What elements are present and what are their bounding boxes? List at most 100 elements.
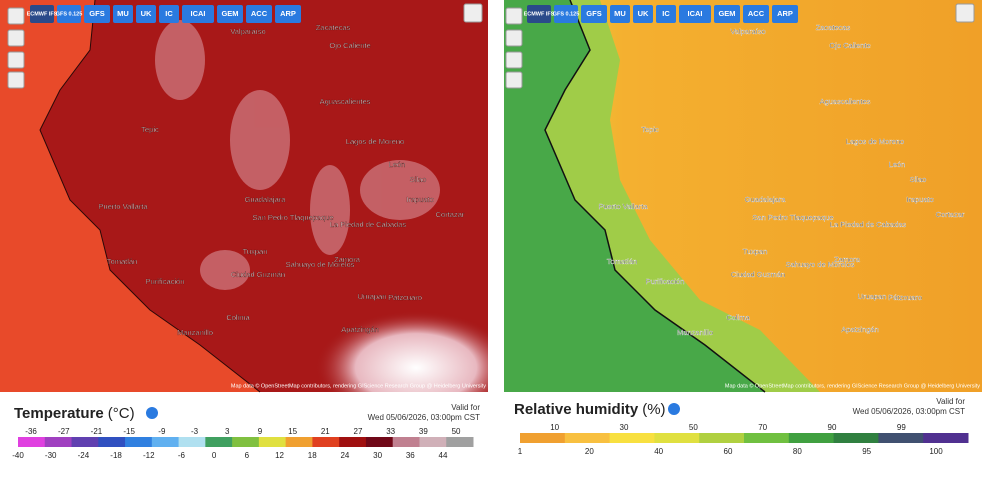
city-label: Irapuato — [406, 195, 434, 204]
city-label: Pátzcuaro — [388, 293, 422, 302]
scale-swatch — [18, 437, 46, 447]
model-button[interactable] — [527, 5, 551, 23]
city-label: Silao — [910, 175, 927, 184]
scale-swatch — [878, 433, 924, 443]
city-label: León — [889, 160, 906, 169]
scale-label-bottom: 30 — [373, 451, 382, 460]
model-button[interactable] — [610, 5, 630, 23]
model-button[interactable] — [182, 5, 214, 23]
model-label: GEM — [221, 9, 238, 18]
info-icon[interactable] — [668, 403, 680, 415]
scale-label-bottom: 1 — [518, 447, 523, 456]
scale-swatch — [788, 433, 835, 443]
model-button[interactable] — [113, 5, 133, 23]
divider — [488, 0, 504, 392]
model-button[interactable] — [656, 5, 676, 23]
model-button[interactable] — [633, 5, 653, 23]
valid-time: Wed 05/06/2026, 03:00pm CST — [853, 407, 965, 416]
scale-label-top: 15 — [288, 427, 297, 436]
city-label: Purificación — [146, 277, 185, 286]
model-button[interactable] — [217, 5, 243, 23]
scale-label-bottom: -18 — [110, 451, 122, 460]
map-tool[interactable] — [505, 7, 523, 25]
city-label: Zacatecas — [316, 23, 351, 32]
info-icon[interactable] — [146, 407, 158, 419]
model-button[interactable] — [246, 5, 272, 23]
scale-label-top: -21 — [91, 427, 103, 436]
map-tool[interactable] — [7, 29, 25, 47]
model-label: IC — [165, 9, 173, 18]
model-button[interactable] — [581, 5, 607, 23]
scale-swatch — [520, 433, 566, 443]
model-button[interactable] — [679, 5, 711, 23]
city-label: Tepic — [141, 125, 159, 134]
model-button[interactable] — [772, 5, 798, 23]
city-label: Sahuayo de Morelos — [786, 260, 855, 269]
city-label: La Piedad de Cabadas — [330, 220, 407, 229]
title: Relative humidity — [514, 401, 639, 418]
scale-label-bottom: -24 — [78, 451, 90, 460]
scale-label-top: -9 — [158, 427, 166, 436]
model-label: IC — [662, 9, 670, 18]
ocean — [0, 0, 260, 392]
scale-label-top: 27 — [354, 427, 363, 436]
scale-label-bottom: 6 — [245, 451, 250, 460]
model-label: GFS — [586, 9, 601, 18]
legend-title: Relative humidity (%) — [514, 401, 666, 418]
coastline — [544, 0, 766, 393]
model-button[interactable] — [30, 5, 54, 23]
city-label: Tuxpan — [243, 247, 268, 256]
city-label: Ojo Caliente — [829, 41, 870, 50]
scale-swatch — [151, 437, 180, 447]
model-button[interactable] — [743, 5, 769, 23]
scale-label-bottom: -12 — [143, 451, 155, 460]
city-label: Puerto Vallarta — [598, 202, 648, 211]
scale-label-top: 33 — [386, 427, 395, 436]
model-button[interactable] — [554, 5, 578, 23]
city-label: Ciudad Guzmán — [731, 270, 785, 279]
map-tool[interactable] — [505, 29, 523, 47]
model-label: ACC — [748, 9, 765, 18]
scale-label-bottom: -40 — [12, 451, 24, 460]
scale-swatch — [654, 433, 700, 443]
share-button[interactable] — [463, 3, 483, 23]
model-button[interactable] — [714, 5, 740, 23]
model-button[interactable] — [275, 5, 301, 23]
city-label: Pátzcuaro — [888, 293, 922, 302]
city-label: León — [389, 160, 406, 169]
map-tool[interactable] — [505, 51, 523, 69]
model-label: GEM — [718, 9, 735, 18]
model-label: ICAI — [688, 9, 703, 18]
city-label: San Pedro Tlaquepaque — [252, 213, 333, 222]
city-label: Lagos de Moreno — [846, 137, 904, 146]
scale-label-bottom: 36 — [406, 451, 415, 460]
map-tool[interactable] — [7, 51, 25, 69]
scale-swatch — [744, 433, 790, 443]
scale-swatch — [446, 437, 474, 447]
model-button[interactable] — [84, 5, 110, 23]
unit: (%) — [642, 401, 665, 418]
model-label: ARP — [777, 9, 793, 18]
share-button[interactable] — [955, 3, 975, 23]
scale-label-bottom: 80 — [793, 447, 802, 456]
city-label: Lagos de Moreno — [346, 137, 404, 146]
map-tool[interactable] — [7, 7, 25, 25]
title: Temperature — [14, 405, 104, 422]
scale-label-bottom: 44 — [439, 451, 448, 460]
map-tool[interactable] — [7, 71, 25, 89]
model-button[interactable] — [136, 5, 156, 23]
scale-swatch — [258, 437, 287, 447]
coastline — [39, 0, 261, 393]
model-label: MU — [614, 9, 626, 18]
model-button[interactable] — [159, 5, 179, 23]
model-label: ACC — [251, 9, 268, 18]
city-label: Aguascalientes — [820, 97, 871, 106]
ocean — [504, 0, 765, 392]
city-label: La Piedad de Cabadas — [830, 220, 907, 229]
model-label: ICAI — [191, 9, 206, 18]
scale-swatch — [312, 437, 340, 447]
scale-label-top: -3 — [191, 427, 199, 436]
model-button[interactable] — [57, 5, 81, 23]
map-tool[interactable] — [505, 71, 523, 89]
